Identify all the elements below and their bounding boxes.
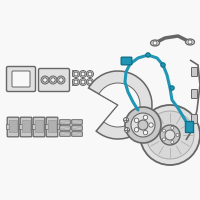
FancyBboxPatch shape [186,121,194,132]
Circle shape [81,72,85,76]
Bar [44,124,47,129]
FancyBboxPatch shape [72,132,82,136]
FancyBboxPatch shape [33,117,45,137]
Circle shape [86,71,94,77]
Wedge shape [89,71,152,139]
Ellipse shape [151,40,160,46]
FancyBboxPatch shape [72,126,82,130]
Circle shape [72,71,80,77]
Bar [18,124,21,129]
FancyBboxPatch shape [60,120,70,124]
Circle shape [74,80,78,84]
Circle shape [88,80,92,84]
Circle shape [171,126,174,129]
Circle shape [51,78,55,82]
Bar [9,120,17,132]
Circle shape [188,40,192,44]
Circle shape [131,113,155,137]
Circle shape [153,41,157,45]
FancyBboxPatch shape [60,132,70,136]
Circle shape [49,76,57,84]
Circle shape [80,71,86,77]
Circle shape [81,80,85,84]
Circle shape [171,141,174,144]
Bar [31,124,34,129]
Circle shape [74,72,78,76]
FancyBboxPatch shape [192,114,198,123]
Circle shape [149,123,153,127]
Bar [48,120,56,132]
Circle shape [43,78,47,82]
FancyBboxPatch shape [192,90,198,98]
Circle shape [80,78,86,86]
Bar [19,124,22,129]
Circle shape [143,130,148,135]
FancyBboxPatch shape [38,68,70,92]
Circle shape [170,86,174,90]
Circle shape [59,78,63,82]
Circle shape [143,115,148,120]
Circle shape [176,134,179,136]
FancyBboxPatch shape [121,57,132,65]
Ellipse shape [186,39,194,45]
Bar [32,124,35,129]
FancyBboxPatch shape [72,120,82,124]
FancyBboxPatch shape [12,71,30,87]
Circle shape [161,63,165,67]
Bar [57,124,60,129]
FancyBboxPatch shape [6,66,36,92]
Circle shape [138,120,148,130]
Bar [6,124,9,129]
Circle shape [86,78,94,86]
Bar [45,124,48,129]
Circle shape [124,117,128,122]
Circle shape [125,107,161,143]
Bar [35,120,43,132]
Circle shape [134,128,139,132]
Bar [22,120,30,132]
FancyBboxPatch shape [46,117,58,137]
FancyBboxPatch shape [60,126,70,130]
Bar [72,79,75,85]
Wedge shape [99,83,140,127]
Circle shape [124,128,130,132]
Circle shape [162,129,165,132]
Circle shape [57,76,65,84]
Circle shape [72,78,80,86]
Circle shape [41,76,49,84]
FancyBboxPatch shape [7,117,19,137]
Bar [72,70,75,76]
Circle shape [134,118,139,122]
Circle shape [160,125,180,145]
Circle shape [88,72,92,76]
Circle shape [165,130,175,140]
FancyBboxPatch shape [192,68,198,76]
Circle shape [146,111,194,159]
Circle shape [146,53,150,57]
Circle shape [140,105,200,165]
Circle shape [162,138,165,141]
FancyBboxPatch shape [20,117,32,137]
